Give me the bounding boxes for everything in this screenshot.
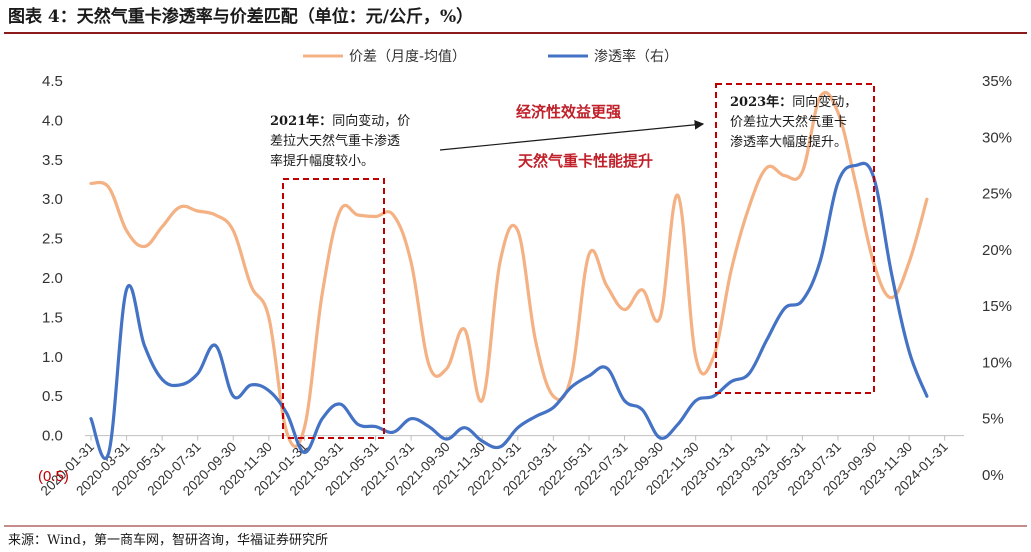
annotation-performance: 天然气重卡性能提升: [518, 152, 653, 170]
highlight-box-2021: [282, 178, 385, 439]
series-line-penetration: [89, 161, 929, 461]
y-left-tick-label: 0.0: [42, 428, 63, 445]
note-2023-line-3: 渗透率大幅度提升。: [730, 134, 847, 150]
note-2021-text-1: 同向变动，价: [332, 113, 410, 129]
trend-arrow: [439, 120, 705, 151]
negative-axis-marker: (0.5): [38, 468, 69, 485]
y-right-tick-label: 15%: [982, 298, 1012, 315]
y-right-tick-label: 30%: [982, 129, 1012, 146]
legend-label-penetration: 渗透率（右）: [594, 48, 678, 65]
source-text: 来源：Wind，第一商车网，智研咨询，华福证券研究所: [8, 532, 328, 548]
y-right-tick-label: 25%: [982, 186, 1012, 203]
y-right-tick-label: 35%: [982, 73, 1012, 90]
note-2021-line-1: 2021年：同向变动，价: [270, 113, 410, 129]
note-2021-background: [266, 106, 446, 172]
note-2023: 2023年：同向变动， 价差拉大天然气重卡 渗透率大幅度提升。: [730, 94, 857, 150]
chart-title: 图表 4：天然气重卡渗透率与价差匹配（单位：元/公斤，%）: [8, 6, 473, 27]
series-layer: [89, 90, 929, 461]
note-2021-line-2: 差拉大天然气重卡渗透: [270, 133, 400, 149]
y-left-tick-label: 2.0: [42, 270, 63, 287]
y-axis-left: 0.0 0.5 1.0 1.5 2.0 2.5 3.0 3.5 4.0 4.5: [42, 73, 63, 445]
note-2021-line-3: 率提升幅度较小。: [270, 153, 374, 169]
note-2023-line-1: 2023年：同向变动，: [730, 94, 857, 110]
y-left-tick-label: 1.5: [42, 309, 63, 326]
y-left-tick-label: 1.0: [42, 349, 63, 366]
y-right-tick-label: 5%: [982, 411, 1004, 428]
highlight-box-2023: [715, 83, 875, 394]
note-2023-label: 2023年：: [730, 94, 792, 110]
annotation-economy: 经济性效益更强: [516, 103, 621, 121]
y-left-tick-label: 4.0: [42, 112, 63, 129]
note-2021: 2021年：同向变动，价 差拉大天然气重卡渗透 率提升幅度较小。: [266, 106, 446, 172]
series-line-price-gap: [89, 90, 929, 449]
note-2023-text-1: 同向变动，: [792, 94, 857, 110]
note-2021-label: 2021年：: [270, 113, 332, 129]
y-right-tick-label: 0%: [982, 467, 1004, 484]
legend: 价差（月度-均值） 渗透率（右）: [303, 48, 678, 65]
y-right-tick-label: 20%: [982, 242, 1012, 259]
y-left-tick-label: 0.5: [42, 388, 63, 405]
y-left-tick-label: 3.0: [42, 191, 63, 208]
y-left-tick-label: 2.5: [42, 231, 63, 248]
y-right-tick-label: 10%: [982, 354, 1012, 371]
legend-label-price-gap: 价差（月度-均值）: [349, 49, 466, 65]
note-2023-line-2: 价差拉大天然气重卡: [730, 114, 847, 130]
y-left-tick-label: 3.5: [42, 152, 63, 169]
y-axis-right: 0% 5% 10% 15% 20% 25% 30% 35%: [982, 73, 1012, 484]
y-left-tick-label: 4.5: [42, 73, 63, 90]
